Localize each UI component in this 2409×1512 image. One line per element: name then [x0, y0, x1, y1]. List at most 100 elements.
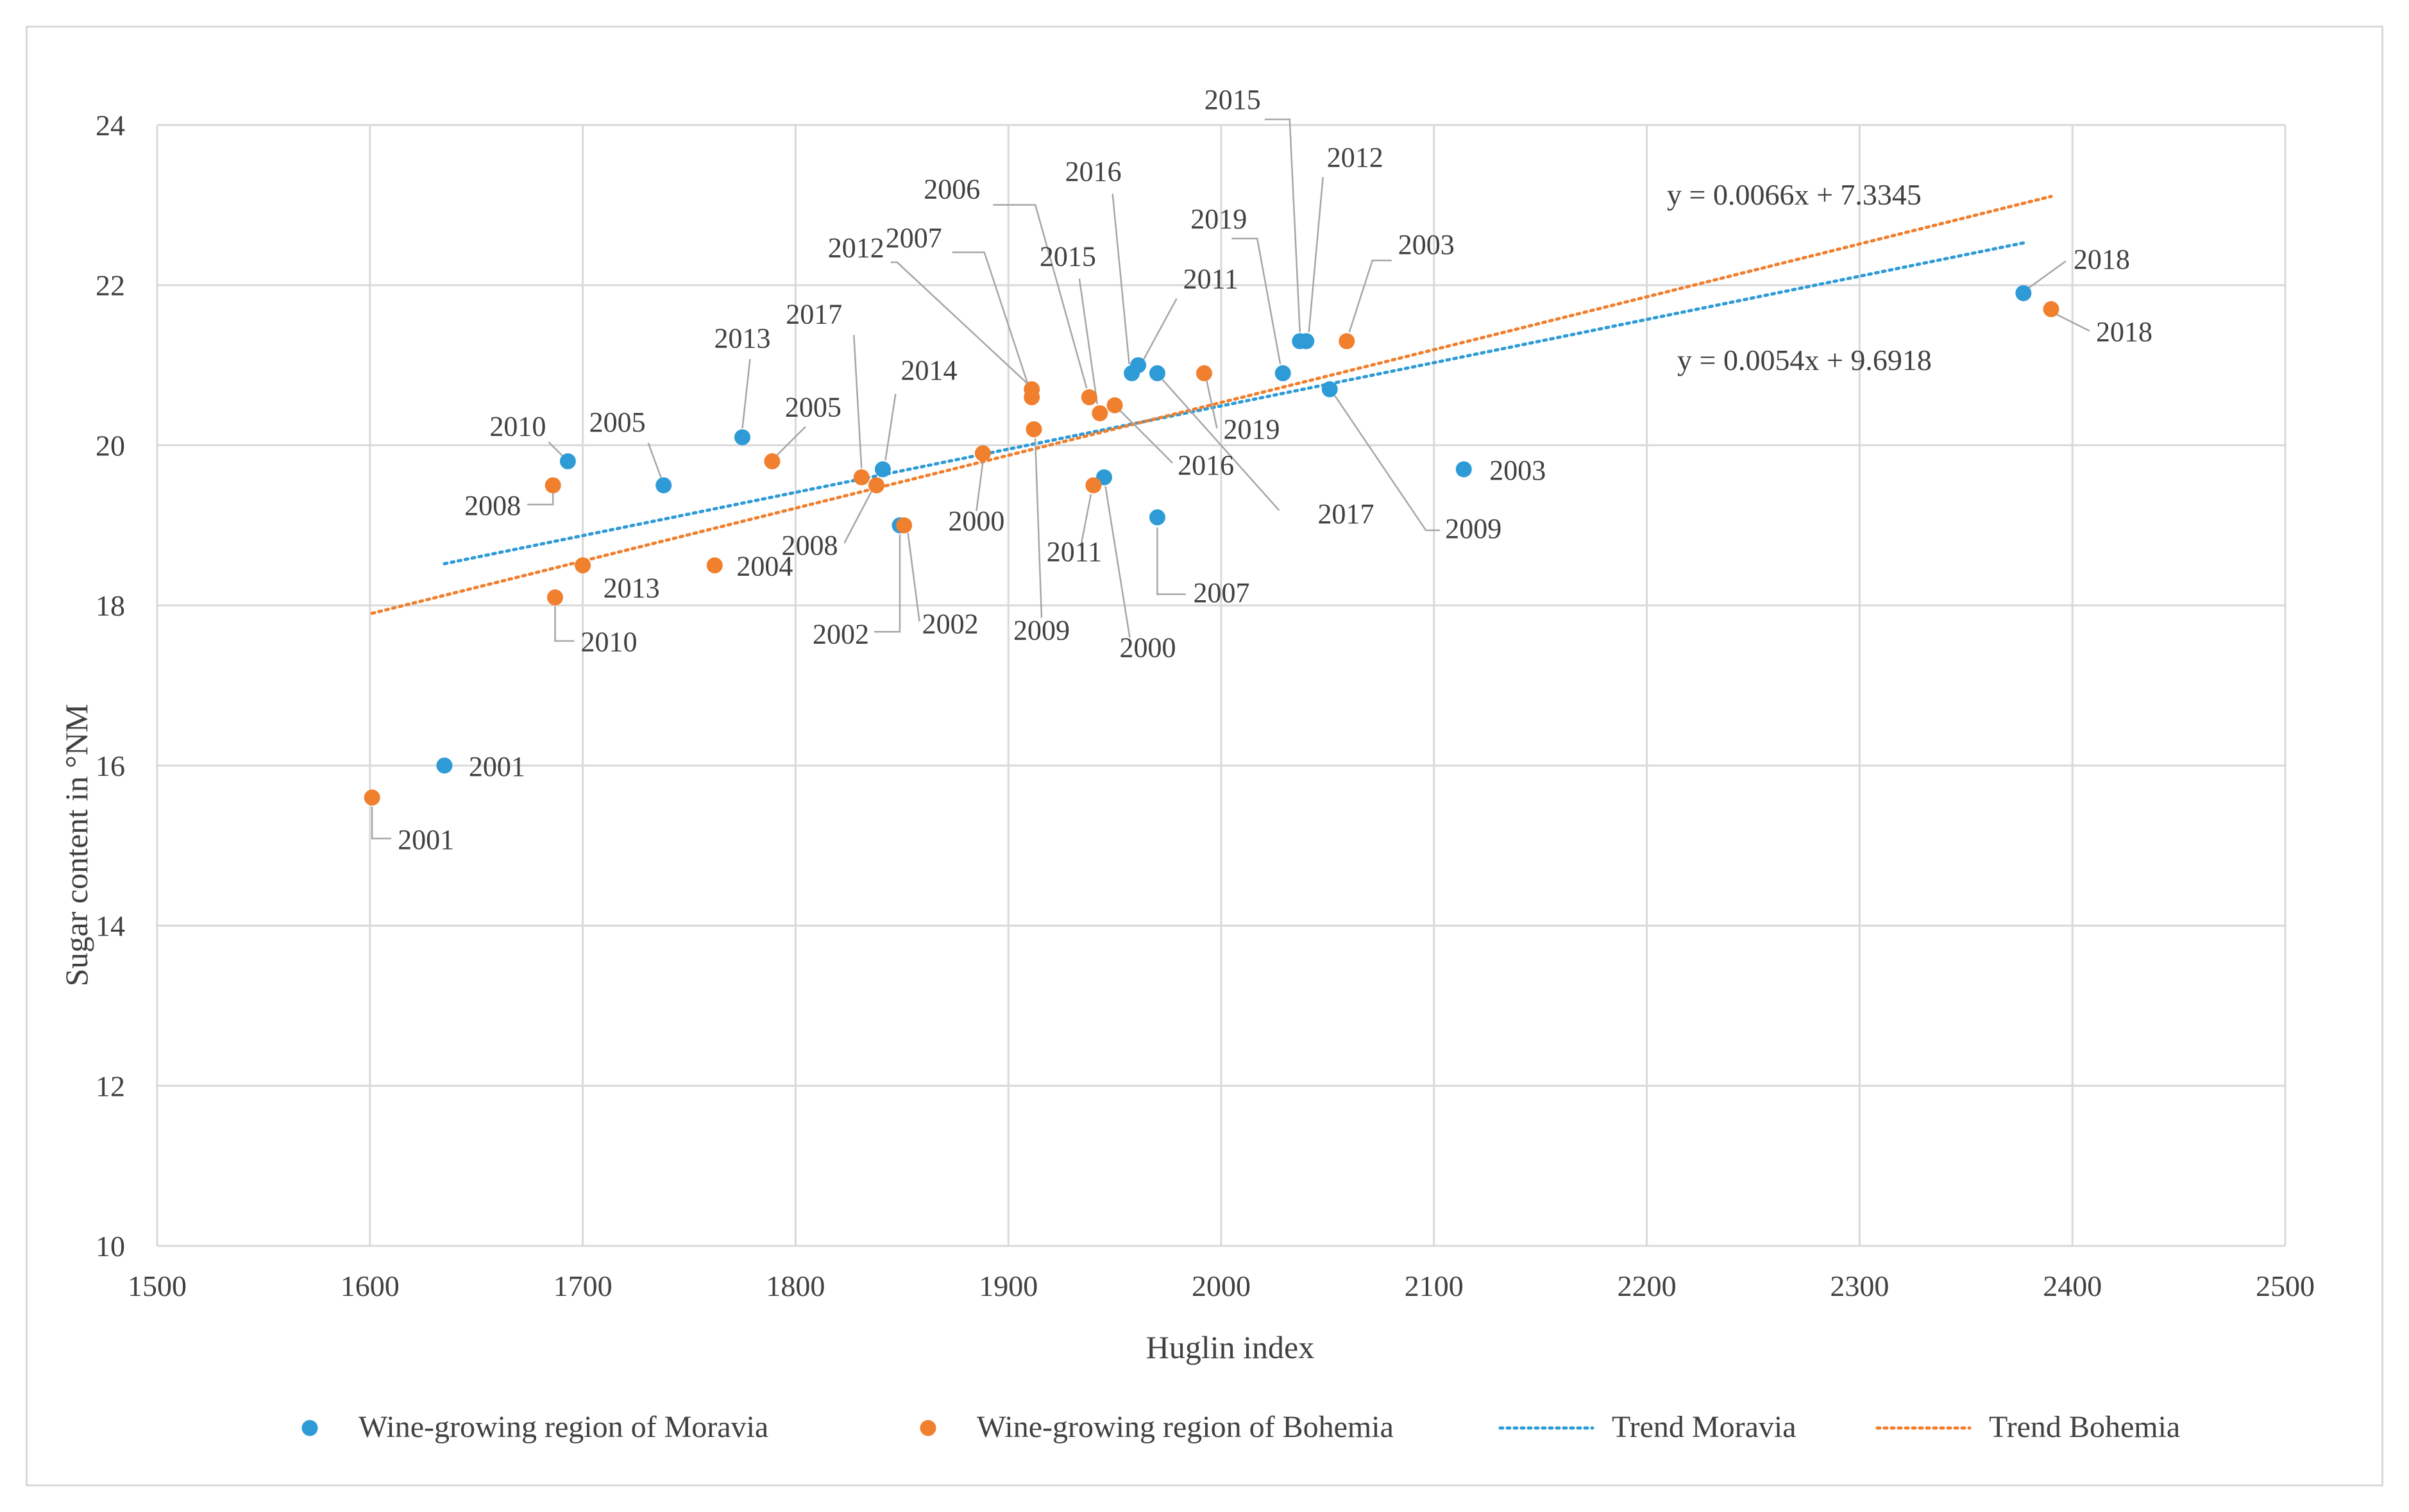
y-tick-label: 10 — [96, 1230, 125, 1263]
point-bohemia-2018 — [2043, 301, 2059, 317]
point-label-moravia: 2015 — [1204, 84, 1261, 115]
trend-equation-bohemia: y = 0.0066x + 7.3345 — [1667, 178, 1922, 211]
point-label-bohemia: 2008 — [781, 530, 838, 561]
point-label-bohemia: 2016 — [1178, 449, 1234, 481]
chart-frame: 1500 1600 1700 1800 1900 2000 2100 2200 2300 2400… — [26, 26, 2383, 1486]
point-label-bohemia: 2017 — [786, 298, 842, 330]
point-label-bohemia: 2006 — [924, 174, 980, 205]
label-leader-bohemia — [1119, 410, 1173, 464]
point-label-moravia: 2007 — [1193, 577, 1249, 609]
point-label-moravia: 2016 — [1065, 156, 1122, 187]
y-tick-label: 20 — [96, 429, 125, 462]
scatter-chart: 1500 1600 1700 1800 1900 2000 2100 2200 2300 2400… — [58, 84, 2315, 1444]
label-leader-moravia — [1104, 486, 1131, 638]
y-axis-title: Sugar content in °NM — [58, 704, 94, 987]
trendline-moravia — [443, 241, 2025, 566]
point-bohemia-2009 — [1026, 421, 1042, 437]
label-leader-bohemia — [554, 606, 575, 642]
label-leader-moravia — [1264, 118, 1301, 333]
x-tick-label: 1700 — [554, 1270, 613, 1302]
point-label-bohemia: 2011 — [1047, 536, 1102, 567]
point-label-bohemia: 2001 — [398, 824, 454, 855]
point-label-bohemia: 2013 — [604, 573, 660, 604]
label-leader-moravia — [884, 393, 897, 461]
point-label-moravia: 2003 — [1489, 455, 1546, 486]
y-tick-label: 24 — [96, 109, 125, 142]
label-leader-moravia — [1142, 298, 1178, 361]
point-label-bohemia: 2019 — [1223, 414, 1280, 445]
label-leader-bohemia — [890, 261, 1027, 383]
point-bohemia-2010 — [546, 589, 563, 606]
label-leader-bohemia — [775, 426, 806, 457]
point-label-bohemia: 2004 — [736, 551, 793, 582]
legend-label: Trend Moravia — [1612, 1410, 1796, 1444]
label-leader-moravia — [1308, 177, 1324, 333]
point-moravia-2018 — [2015, 285, 2032, 301]
legend-label: Wine-growing region of Bohemia — [977, 1410, 1394, 1444]
point-moravia-2017 — [1149, 365, 1165, 382]
x-tick-label: 2300 — [1830, 1270, 1889, 1302]
point-label-moravia: 2013 — [714, 323, 770, 354]
point-moravia-2009 — [1321, 381, 1338, 398]
point-moravia-2003 — [1455, 461, 1472, 478]
label-leader-moravia — [1334, 395, 1441, 532]
label-leader-bohemia — [1034, 438, 1043, 618]
label-leader-bohemia — [1348, 259, 1392, 333]
y-tick-label: 18 — [96, 589, 125, 622]
y-tick-label: 14 — [96, 910, 125, 943]
label-leader-bohemia — [1206, 380, 1218, 429]
point-moravia-2001 — [436, 757, 453, 774]
point-bohemia-2017 — [853, 469, 870, 485]
point-bohemia-2005 — [764, 453, 781, 469]
label-leader-moravia — [874, 534, 901, 633]
point-bohemia-2004 — [706, 557, 723, 574]
trend-equation-moravia: y = 0.0054x + 9.6918 — [1677, 344, 1932, 376]
point-label-moravia: 2001 — [469, 751, 525, 782]
x-tick-label: 2200 — [1618, 1270, 1677, 1302]
point-label-bohemia: 2002 — [922, 608, 979, 639]
point-bohemia-2019 — [1196, 365, 1212, 382]
point-label-moravia: 2017 — [1317, 498, 1374, 530]
point-moravia-2011 — [1130, 357, 1147, 374]
label-leader-bohemia — [843, 491, 872, 544]
point-bohemia-2011 — [1085, 477, 1102, 494]
label-leader-moravia — [1162, 379, 1280, 511]
data-points — [364, 285, 2059, 806]
point-label-moravia: 2019 — [1190, 203, 1247, 235]
point-label-moravia: 2018 — [2074, 244, 2130, 275]
point-label-bohemia: 2005 — [785, 391, 841, 423]
point-label-bohemia: 2003 — [1398, 229, 1455, 260]
point-bohemia-2013 — [575, 557, 591, 574]
point-label-bohemia: 2000 — [948, 505, 1004, 537]
point-label-bohemia: 2008 — [464, 490, 521, 521]
label-leader-moravia — [647, 442, 662, 478]
point-label-bohemia: 2010 — [580, 626, 637, 658]
point-bohemia-2002 — [896, 517, 913, 533]
label-leader-bohemia — [907, 533, 920, 622]
label-leader-moravia — [2028, 260, 2067, 289]
point-labels: 2001 2010 2005 2013 2014 2002 2000 2016 2011 2017… — [398, 84, 2152, 855]
point-label-bohemia: 2018 — [2096, 316, 2152, 348]
point-label-moravia: 2014 — [900, 355, 957, 386]
point-label-moravia: 2012 — [1327, 142, 1383, 173]
point-label-bohemia: 2007 — [886, 223, 942, 254]
label-leader-moravia — [1156, 527, 1186, 596]
point-moravia-2005 — [655, 477, 672, 494]
point-moravia-2013 — [734, 429, 750, 446]
trendline-bohemia — [370, 194, 2053, 615]
point-label-bohemia: 2015 — [1040, 240, 1096, 272]
point-bohemia-2001 — [364, 789, 380, 806]
point-label-moravia: 2010 — [489, 410, 546, 442]
legend-label: Trend Bohemia — [1989, 1410, 2180, 1444]
point-bohemia-2016 — [1106, 397, 1123, 414]
label-leader-bohemia — [993, 204, 1088, 389]
point-label-bohemia: 2009 — [1013, 614, 1070, 646]
label-leader-bohemia — [527, 492, 554, 506]
point-moravia-2019 — [1274, 365, 1291, 382]
point-moravia-2012 — [1298, 333, 1315, 349]
label-leader-bohemia — [853, 335, 863, 469]
point-moravia-2007 — [1149, 509, 1165, 526]
legend-marker-bohemia — [920, 1420, 936, 1436]
point-bohemia-2008 — [545, 477, 561, 494]
y-tick-label: 12 — [96, 1070, 125, 1102]
